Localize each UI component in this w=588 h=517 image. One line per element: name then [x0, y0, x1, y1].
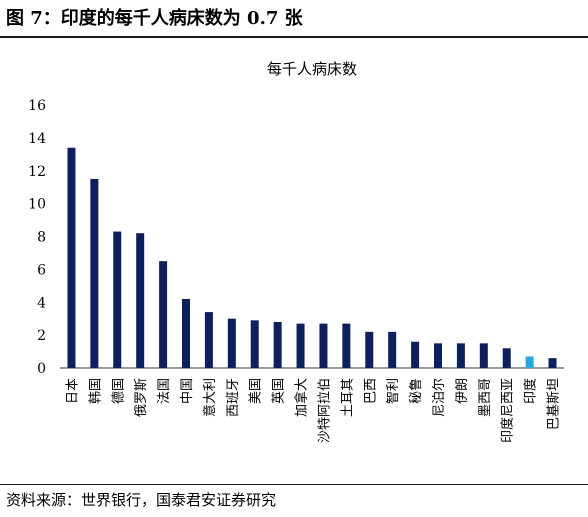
- bar: [342, 323, 351, 368]
- bar: [250, 320, 259, 368]
- y-tick-label: 14: [28, 131, 46, 147]
- x-tick-label: 伊朗: [455, 378, 470, 404]
- y-tick-label: 16: [28, 98, 46, 114]
- figure-title: 图 7：印度的每千人病床数为 0.7 张: [6, 8, 303, 29]
- bar: [502, 348, 511, 368]
- y-tick-label: 6: [37, 262, 46, 278]
- chart-title: 每千人病床数: [267, 60, 357, 78]
- x-tick-label: 西班牙: [226, 378, 241, 417]
- bar: [159, 261, 168, 368]
- bar-chart: 每千人病床数 0 2 4 6 8 10 12 14 16 日本 韩国 德国 俄罗斯 法国 中国 意大利 西班牙 美国…: [28, 60, 564, 443]
- x-tick-label: 巴西: [363, 378, 378, 404]
- bar: [273, 321, 282, 368]
- y-tick-label: 4: [37, 295, 46, 311]
- x-tick-label: 土耳其: [340, 378, 355, 417]
- x-tick-label: 尼泊尔: [432, 378, 447, 417]
- bar: [204, 312, 213, 368]
- bar: [296, 323, 305, 368]
- x-tick-label: 沙特阿拉伯: [317, 378, 332, 443]
- source-note: 资料来源：世界银行，国泰君安证券研究: [6, 491, 277, 509]
- y-tick-label: 10: [28, 197, 46, 213]
- bar: [67, 147, 76, 368]
- bar: [90, 178, 99, 368]
- bar: [227, 318, 236, 368]
- bottom-rule: [0, 484, 588, 485]
- bar: [365, 331, 374, 368]
- bar: [456, 343, 465, 368]
- x-tick-label: 巴基斯坦: [547, 378, 562, 430]
- x-tick-label: 韩国: [88, 378, 103, 404]
- bar: [434, 343, 442, 368]
- x-tick-label: 美国: [249, 378, 264, 404]
- y-tick-label: 2: [37, 328, 46, 344]
- y-tick-label: 0: [37, 361, 46, 377]
- y-tick-label: 12: [28, 164, 46, 180]
- bar: [319, 323, 328, 368]
- x-tick-label: 秘鲁: [409, 378, 424, 404]
- x-tick-label: 法国: [157, 378, 172, 404]
- bar: [136, 233, 145, 368]
- x-tick-label: 墨西哥: [478, 378, 493, 417]
- x-tick-label: 印度尼西亚: [500, 378, 516, 443]
- x-tick-label: 中国: [180, 378, 195, 404]
- x-tick-label: 加拿大: [294, 378, 310, 417]
- x-tick-label: 印度: [523, 378, 539, 404]
- bar: [479, 343, 488, 368]
- x-tick-label: 英国: [272, 378, 287, 404]
- x-tick-label: 日本: [65, 378, 80, 404]
- bar: [411, 341, 420, 368]
- bar: [548, 358, 557, 368]
- x-tick-label: 意大利: [202, 378, 218, 417]
- x-tick-label: 智利: [386, 378, 401, 404]
- x-tick-label: 德国: [111, 378, 126, 404]
- y-tick-label: 8: [37, 230, 46, 246]
- x-tick-label: 俄罗斯: [134, 378, 149, 417]
- top-rule: [0, 36, 588, 38]
- bar: [388, 331, 397, 368]
- bar: [113, 231, 122, 368]
- bar: [182, 298, 190, 368]
- bar: [525, 356, 534, 368]
